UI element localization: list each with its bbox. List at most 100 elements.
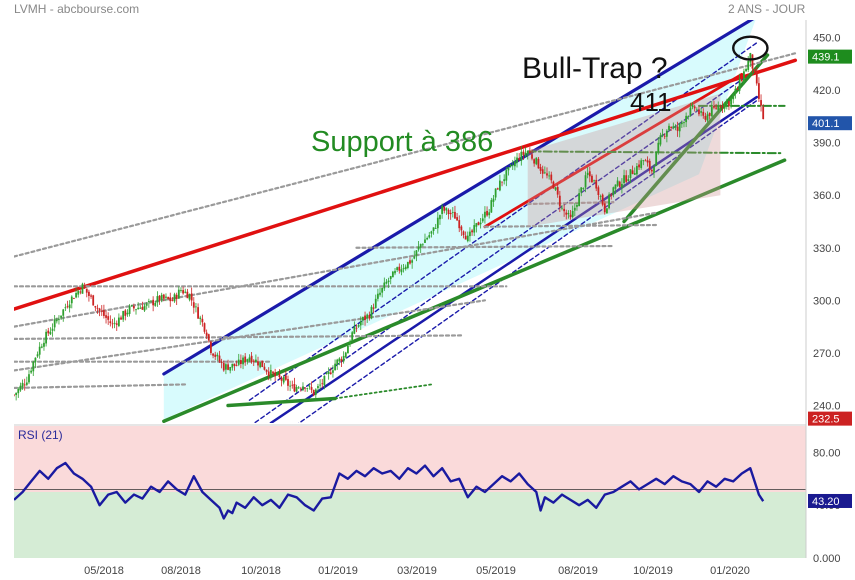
candle: [683, 121, 685, 128]
candle: [490, 197, 493, 213]
candle: [152, 296, 155, 312]
candle: [267, 367, 270, 381]
candle: [122, 310, 125, 322]
dotted-trendline-23: [526, 201, 615, 206]
candle: [203, 322, 206, 334]
candle: [92, 294, 95, 306]
candle: [145, 302, 148, 310]
candle: [58, 315, 60, 325]
candle: [295, 384, 298, 393]
candle: [479, 218, 482, 229]
candle: [90, 293, 92, 299]
candle: [248, 354, 251, 363]
candle: [454, 205, 456, 219]
candle: [725, 98, 728, 110]
candle: [601, 193, 604, 207]
candle: [582, 187, 585, 191]
candle: [653, 164, 655, 178]
candle: [308, 383, 311, 390]
candle: [758, 77, 760, 103]
candle: [713, 100, 715, 110]
rsi-tick-label: 80.00: [813, 447, 841, 459]
candle: [533, 158, 536, 167]
candle: [199, 315, 202, 325]
candle: [62, 308, 65, 322]
candle: [351, 330, 354, 342]
candle: [212, 353, 214, 359]
candle: [139, 305, 142, 309]
candle: [329, 367, 332, 375]
candle: [342, 351, 345, 364]
candle: [111, 318, 114, 329]
candle: [539, 163, 542, 174]
candle: [685, 112, 688, 128]
candle: [441, 203, 444, 219]
candle: [21, 379, 24, 390]
date-tick-label: 01/2019: [318, 565, 358, 577]
level-411-annotation: 411: [630, 87, 671, 117]
candle: [332, 365, 334, 378]
candle: [629, 169, 632, 184]
candle: [488, 209, 491, 219]
date-tick-label: 01/2020: [710, 565, 750, 577]
candle: [143, 303, 146, 312]
candle: [222, 360, 225, 372]
candle: [417, 241, 420, 252]
candle: [730, 96, 732, 109]
candle: [107, 312, 110, 325]
candle: [499, 174, 501, 192]
candle: [272, 370, 274, 376]
candle: [576, 202, 578, 211]
candle: [567, 210, 570, 219]
candle: [616, 177, 619, 187]
candle: [252, 359, 255, 367]
candle: [668, 123, 670, 132]
candle: [409, 257, 411, 265]
candle: [738, 73, 741, 94]
candle: [569, 209, 572, 220]
candle: [618, 180, 621, 188]
candle: [66, 300, 69, 309]
candle: [302, 382, 304, 392]
candle: [30, 367, 33, 374]
candle: [100, 305, 103, 316]
candle: [77, 289, 80, 298]
candle: [94, 305, 97, 312]
candle: [621, 178, 623, 194]
candle: [627, 175, 630, 182]
candle: [370, 305, 373, 320]
candle: [700, 108, 703, 117]
candle: [760, 94, 762, 112]
candle: [400, 264, 403, 276]
candle: [304, 387, 307, 392]
candle: [698, 106, 700, 117]
candle: [177, 286, 180, 299]
candle: [659, 132, 662, 147]
candle: [169, 292, 172, 307]
candle: [291, 380, 294, 389]
candle: [443, 205, 446, 214]
candle: [736, 86, 739, 90]
candle: [516, 152, 518, 168]
candle: [280, 376, 283, 387]
candle: [55, 317, 58, 324]
candle: [571, 205, 574, 219]
candle: [511, 159, 514, 170]
candle: [120, 315, 122, 320]
candle: [606, 208, 608, 214]
candle: [518, 153, 521, 162]
candle: [180, 287, 182, 293]
candle: [17, 387, 20, 398]
candle: [389, 275, 392, 285]
candle: [531, 149, 533, 161]
candle: [477, 221, 480, 226]
candle: [445, 207, 448, 215]
candle: [640, 158, 643, 170]
candle: [676, 121, 679, 137]
candle: [745, 67, 747, 72]
candle: [591, 174, 593, 183]
candle: [368, 311, 371, 321]
candle: [458, 215, 461, 233]
greendot-trendline-12: [526, 150, 782, 155]
